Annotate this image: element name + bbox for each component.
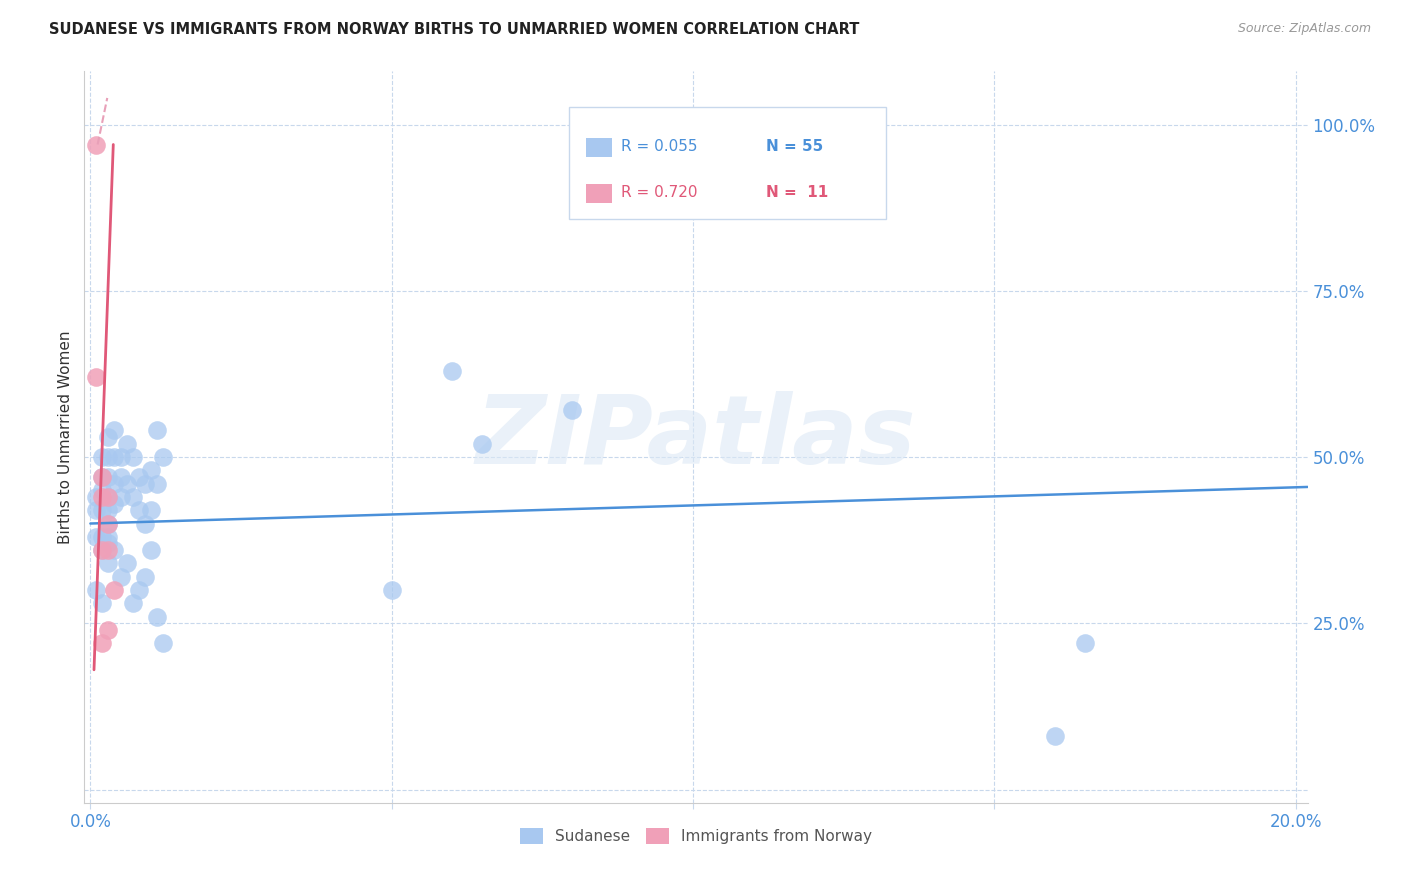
Point — [139, 543, 162, 558]
Point — [103, 424, 125, 438]
Point — [103, 582, 125, 597]
Point — [97, 503, 120, 517]
Point — [97, 557, 120, 571]
Point — [97, 430, 120, 444]
Point — [91, 543, 114, 558]
Point — [110, 450, 132, 464]
Point — [91, 450, 114, 464]
Point — [128, 470, 150, 484]
Point — [97, 543, 120, 558]
Point — [139, 503, 162, 517]
Point — [91, 636, 114, 650]
Point — [97, 530, 120, 544]
Point — [91, 490, 114, 504]
Point — [91, 530, 114, 544]
Point — [134, 476, 156, 491]
Point — [86, 530, 108, 544]
Text: R = 0.055: R = 0.055 — [621, 139, 697, 154]
Point — [440, 363, 463, 377]
Point — [134, 516, 156, 531]
Point — [115, 476, 138, 491]
Text: N = 55: N = 55 — [766, 139, 824, 154]
Point — [97, 490, 120, 504]
Text: ZIPatlas: ZIPatlas — [475, 391, 917, 483]
Text: Source: ZipAtlas.com: Source: ZipAtlas.com — [1237, 22, 1371, 36]
Y-axis label: Births to Unmarried Women: Births to Unmarried Women — [58, 330, 73, 544]
Point — [97, 450, 120, 464]
Text: SUDANESE VS IMMIGRANTS FROM NORWAY BIRTHS TO UNMARRIED WOMEN CORRELATION CHART: SUDANESE VS IMMIGRANTS FROM NORWAY BIRTH… — [49, 22, 859, 37]
Point — [115, 436, 138, 450]
Text: R = 0.720: R = 0.720 — [621, 186, 697, 200]
Point — [97, 470, 120, 484]
Point — [110, 490, 132, 504]
Point — [121, 490, 143, 504]
Point — [91, 470, 114, 484]
Point — [103, 450, 125, 464]
Point — [152, 636, 174, 650]
Point — [97, 623, 120, 637]
Point — [115, 557, 138, 571]
Point — [91, 503, 114, 517]
Point — [91, 543, 114, 558]
Point — [121, 596, 143, 610]
Point — [110, 470, 132, 484]
Point — [145, 609, 167, 624]
Point — [121, 450, 143, 464]
Point — [471, 436, 494, 450]
Point — [128, 503, 150, 517]
Point — [97, 536, 120, 550]
Point — [561, 403, 583, 417]
Point — [86, 490, 108, 504]
Point — [134, 570, 156, 584]
Text: N =  11: N = 11 — [766, 186, 828, 200]
Point — [1073, 636, 1095, 650]
Point — [103, 543, 125, 558]
Point — [152, 450, 174, 464]
Point — [91, 483, 114, 498]
Point — [97, 516, 120, 531]
Point — [103, 497, 125, 511]
Point — [110, 570, 132, 584]
Point — [86, 370, 108, 384]
Point — [86, 503, 108, 517]
Point — [97, 516, 120, 531]
Point — [128, 582, 150, 597]
Point — [91, 470, 114, 484]
Point — [139, 463, 162, 477]
Point — [1043, 729, 1066, 743]
Point — [91, 596, 114, 610]
Legend: Sudanese, Immigrants from Norway: Sudanese, Immigrants from Norway — [515, 822, 877, 850]
Point — [97, 490, 120, 504]
Point — [145, 476, 167, 491]
Point — [381, 582, 404, 597]
Point — [86, 582, 108, 597]
Point — [86, 137, 108, 152]
Point — [103, 476, 125, 491]
Point — [145, 424, 167, 438]
